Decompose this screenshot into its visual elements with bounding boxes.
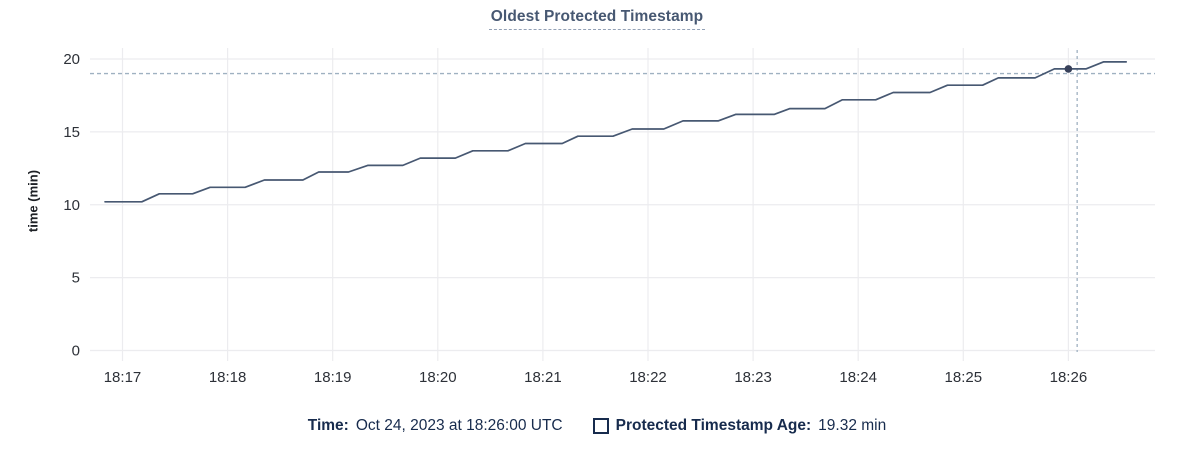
x-tick-label: 18:25	[945, 369, 983, 386]
chart-title[interactable]: Oldest Protected Timestamp	[488, 8, 706, 30]
x-tick-label: 18:20	[419, 369, 457, 386]
legend-item-protected-timestamp-age[interactable]: Protected Timestamp Age: 19.32 min	[592, 417, 887, 435]
y-tick-label: 0	[72, 343, 80, 360]
y-tick-label: 5	[72, 270, 80, 287]
x-tick-label: 18:23	[734, 369, 772, 386]
x-tick-label: 18:19	[314, 369, 352, 386]
chart-plot-area[interactable]: 0 5 10 15 20 18:17 18:18 18:19 18:20 18:21 18:22 18…	[0, 0, 1194, 405]
x-tick-label: 18:24	[839, 369, 877, 386]
x-tick-label: 18:18	[209, 369, 247, 386]
x-tick-label: 18:22	[629, 369, 667, 386]
chart-header: Oldest Protected Timestamp	[0, 8, 1194, 30]
chart-tooltip-legend: Time: Oct 24, 2023 at 18:26:00 UTC Protec…	[0, 417, 1194, 435]
x-tick-label: 18:17	[104, 369, 142, 386]
highlighted-data-point	[1064, 65, 1073, 73]
y-tick-label: 15	[63, 124, 80, 141]
legend-series-label: Protected Timestamp Age:	[615, 417, 812, 434]
y-tick-label: 20	[63, 51, 80, 68]
tooltip-time-value: Oct 24, 2023 at 18:26:00 UTC	[355, 417, 563, 434]
series-line-protected-timestamp-age	[104, 61, 1128, 203]
tooltip-time-label: Time:	[307, 417, 349, 434]
y-tick-label: 10	[63, 197, 80, 214]
x-tick-label: 18:21	[524, 369, 562, 386]
legend-checkbox[interactable]	[592, 418, 609, 434]
x-tick-label: 18:26	[1050, 369, 1088, 386]
tooltip-time: Time: Oct 24, 2023 at 18:26:00 UTC	[308, 417, 563, 435]
legend-series-value: 19.32 min	[818, 417, 887, 434]
